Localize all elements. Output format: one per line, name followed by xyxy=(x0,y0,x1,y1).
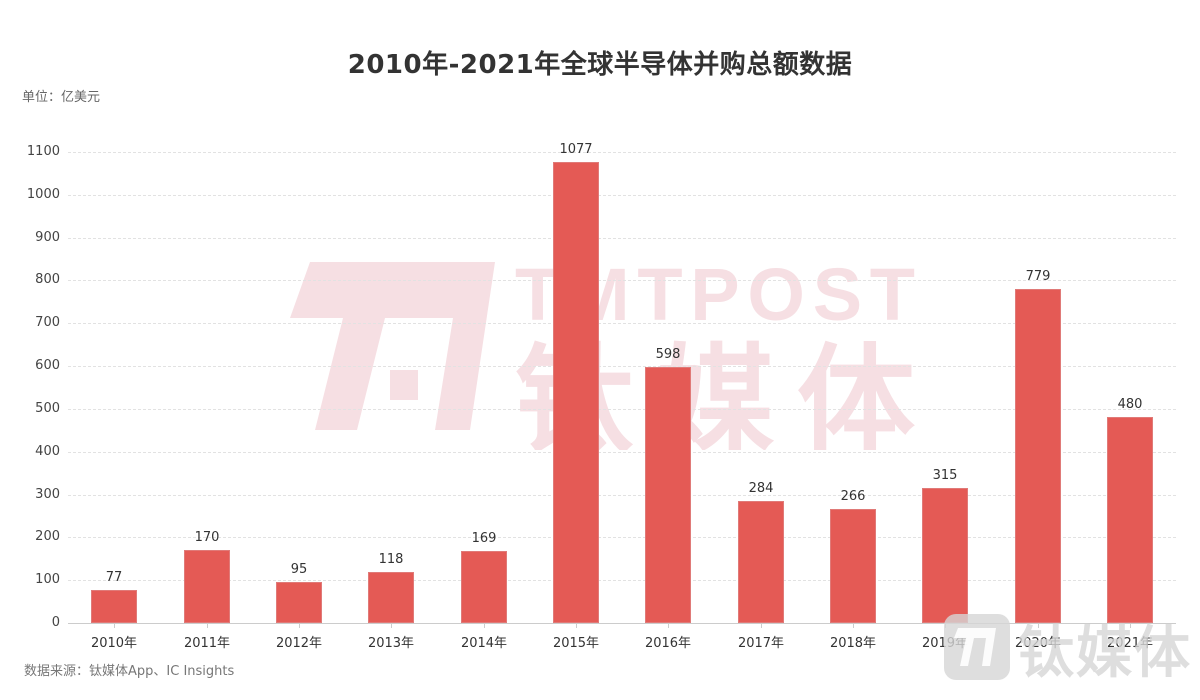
source-label: 数据来源：钛媒体App、IC Insights xyxy=(24,664,235,679)
bar[interactable] xyxy=(1015,289,1061,623)
x-tick-mark xyxy=(945,624,946,628)
gridline xyxy=(68,195,1176,196)
x-tick-label: 2016年 xyxy=(644,636,692,651)
x-tick-mark xyxy=(391,624,392,628)
bar[interactable] xyxy=(276,582,322,623)
x-tick-label: 2020年 xyxy=(1014,636,1062,651)
bar-value-label: 284 xyxy=(748,481,774,496)
x-tick-label: 2019年 xyxy=(921,636,969,651)
gridline xyxy=(68,323,1176,324)
x-tick-label: 2011年 xyxy=(183,636,231,651)
y-tick-label: 700 xyxy=(35,315,60,330)
bar[interactable] xyxy=(830,509,876,623)
y-tick-label: 200 xyxy=(35,529,60,544)
gridline xyxy=(68,452,1176,453)
gridline xyxy=(68,366,1176,367)
gridline xyxy=(68,537,1176,538)
bar-value-label: 118 xyxy=(378,552,404,567)
bar-value-label: 266 xyxy=(840,489,866,504)
x-tick-mark xyxy=(853,624,854,628)
x-tick-label: 2012年 xyxy=(275,636,323,651)
y-tick-label: 100 xyxy=(35,572,60,587)
bar[interactable] xyxy=(553,162,599,623)
gridline xyxy=(68,580,1176,581)
y-tick-label: 500 xyxy=(35,401,60,416)
x-tick-label: 2017年 xyxy=(737,636,785,651)
y-tick-label: 300 xyxy=(35,487,60,502)
bar[interactable] xyxy=(184,550,230,623)
y-tick-label: 800 xyxy=(35,272,60,287)
y-tick-label: 600 xyxy=(35,358,60,373)
gridline xyxy=(68,495,1176,496)
y-tick-label: 400 xyxy=(35,444,60,459)
bar[interactable] xyxy=(368,572,414,623)
x-tick-mark xyxy=(299,624,300,628)
x-tick-mark xyxy=(668,624,669,628)
chart-title: 2010年-2021年全球半导体并购总额数据 xyxy=(347,50,853,80)
gridline xyxy=(68,409,1176,410)
bar-value-label: 169 xyxy=(471,531,497,546)
unit-label: 单位：亿美元 xyxy=(22,90,101,105)
x-tick-mark xyxy=(576,624,577,628)
x-tick-mark xyxy=(484,624,485,628)
bar-value-label: 480 xyxy=(1117,397,1143,412)
y-tick-label: 900 xyxy=(35,230,60,245)
bar-value-label: 779 xyxy=(1025,269,1051,284)
gridline xyxy=(68,280,1176,281)
bar-value-label: 77 xyxy=(105,570,123,585)
bar-value-label: 598 xyxy=(655,347,681,362)
x-tick-label: 2014年 xyxy=(460,636,508,651)
x-tick-label: 2018年 xyxy=(829,636,877,651)
plot-area xyxy=(68,0,1176,700)
bar-value-label: 170 xyxy=(194,530,220,545)
gridline xyxy=(68,238,1176,239)
x-tick-label: 2013年 xyxy=(367,636,415,651)
x-tick-label: 2021年 xyxy=(1106,636,1154,651)
bar[interactable] xyxy=(922,488,968,623)
gridline xyxy=(68,152,1176,153)
x-tick-mark xyxy=(114,624,115,628)
x-tick-mark xyxy=(1038,624,1039,628)
y-tick-label: 1100 xyxy=(26,144,60,159)
bar[interactable] xyxy=(461,551,507,623)
bar[interactable] xyxy=(1107,417,1153,623)
y-tick-label: 1000 xyxy=(26,187,60,202)
bar[interactable] xyxy=(645,367,691,623)
x-axis-line xyxy=(68,623,1176,624)
x-tick-mark xyxy=(761,624,762,628)
bar-value-label: 95 xyxy=(290,562,308,577)
x-tick-label: 2015年 xyxy=(552,636,600,651)
x-tick-mark xyxy=(207,624,208,628)
bar[interactable] xyxy=(738,501,784,623)
x-tick-label: 2010年 xyxy=(90,636,138,651)
x-tick-mark xyxy=(1130,624,1131,628)
bar[interactable] xyxy=(91,590,137,623)
bar-value-label: 1077 xyxy=(559,142,593,157)
y-tick-label: 0 xyxy=(51,615,60,630)
bar-value-label: 315 xyxy=(932,468,958,483)
